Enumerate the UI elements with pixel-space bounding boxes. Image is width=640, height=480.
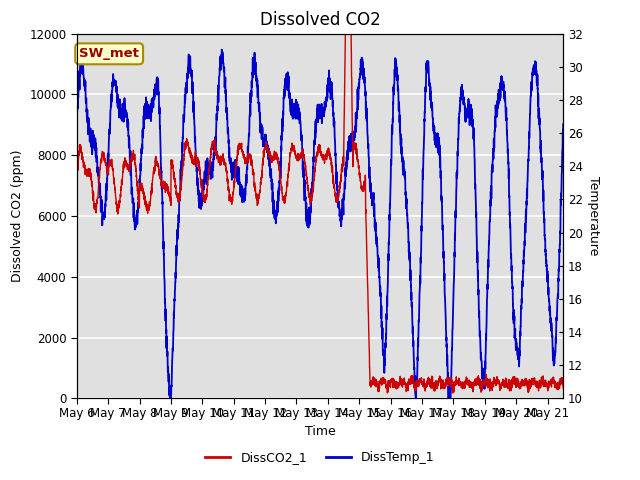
Y-axis label: Dissolved CO2 (ppm): Dissolved CO2 (ppm) xyxy=(11,150,24,282)
Y-axis label: Temperature: Temperature xyxy=(587,176,600,256)
Legend: DissCO2_1, DissTemp_1: DissCO2_1, DissTemp_1 xyxy=(200,446,440,469)
X-axis label: Time: Time xyxy=(305,425,335,438)
Title: Dissolved CO2: Dissolved CO2 xyxy=(260,11,380,29)
Text: SW_met: SW_met xyxy=(79,48,139,60)
